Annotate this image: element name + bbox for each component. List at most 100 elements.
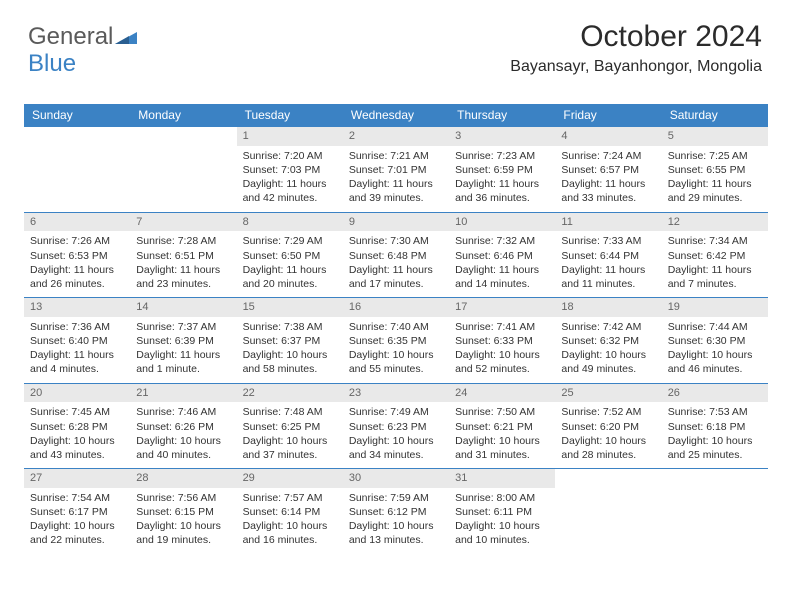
daylight-text: Daylight: 10 hours and 52 minutes. <box>455 348 549 376</box>
sunrise-text: Sunrise: 7:26 AM <box>30 234 124 248</box>
daylight-text: Daylight: 10 hours and 43 minutes. <box>30 434 124 462</box>
calendar-cell: 11 Sunrise: 7:33 AMSunset: 6:44 PMDayligh… <box>555 212 661 298</box>
calendar-cell: 3Sunrise: 7:23 AMSunset: 6:59 PMDaylight… <box>449 127 555 213</box>
daylight-text: Daylight: 11 hours and 1 minute. <box>136 348 230 376</box>
sunset-text: Sunset: 6:37 PM <box>243 334 337 348</box>
sunset-text: Sunset: 6:26 PM <box>136 420 230 434</box>
sunset-text: Sunset: 6:32 PM <box>561 334 655 348</box>
sunset-text: Sunset: 6:53 PM <box>30 249 124 263</box>
day-number: 7 <box>130 213 236 232</box>
daylight-text: Daylight: 11 hours and 33 minutes. <box>561 177 655 205</box>
calendar-cell: 21Sunrise: 7:46 AMSunset: 6:26 PMDayligh… <box>130 383 236 469</box>
sunset-text: Sunset: 6:35 PM <box>349 334 443 348</box>
day-number: 3 <box>449 127 555 146</box>
calendar-cell: 17Sunrise: 7:41 AMSunset: 6:33 PMDayligh… <box>449 298 555 384</box>
day-number: 1 <box>237 127 343 146</box>
sunrise-text: Sunrise: 7:49 AM <box>349 405 443 419</box>
day-number: 2 <box>343 127 449 146</box>
calendar-cell: 4 Sunrise: 7:24 AMSunset: 6:57 PMDaylight… <box>555 127 661 213</box>
sunrise-text: Sunrise: 7:28 AM <box>136 234 230 248</box>
sunset-text: Sunset: 6:14 PM <box>243 505 337 519</box>
calendar-cell: 22 Sunrise: 7:48 AMSunset: 6:25 PMDayligh… <box>237 383 343 469</box>
daylight-text: Daylight: 11 hours and 17 minutes. <box>349 263 443 291</box>
dayname-friday: Friday <box>555 104 661 127</box>
daylight-text: Daylight: 10 hours and 16 minutes. <box>243 519 337 547</box>
calendar-week: 20Sunrise: 7:45 AMSunset: 6:28 PMDayligh… <box>24 383 768 469</box>
sunset-text: Sunset: 7:01 PM <box>349 163 443 177</box>
day-number: 15 <box>237 298 343 317</box>
sunrise-text: Sunrise: 7:42 AM <box>561 320 655 334</box>
calendar-week: 1Sunrise: 7:20 AMSunset: 7:03 PMDaylight… <box>24 127 768 213</box>
calendar-cell: 10Sunrise: 7:32 AMSunset: 6:46 PMDayligh… <box>449 212 555 298</box>
calendar-cell: 29Sunrise: 7:57 AMSunset: 6:14 PMDayligh… <box>237 469 343 554</box>
daylight-text: Daylight: 11 hours and 20 minutes. <box>243 263 337 291</box>
sunset-text: Sunset: 6:42 PM <box>668 249 762 263</box>
daylight-text: Daylight: 11 hours and 36 minutes. <box>455 177 549 205</box>
daylight-text: Daylight: 11 hours and 11 minutes. <box>561 263 655 291</box>
sunrise-text: Sunrise: 7:56 AM <box>136 491 230 505</box>
sunset-text: Sunset: 6:18 PM <box>668 420 762 434</box>
daylight-text: Daylight: 10 hours and 10 minutes. <box>455 519 549 547</box>
sunrise-text: Sunrise: 7:48 AM <box>243 405 337 419</box>
daylight-text: Daylight: 11 hours and 4 minutes. <box>30 348 124 376</box>
calendar-cell: 15Sunrise: 7:38 AMSunset: 6:37 PMDayligh… <box>237 298 343 384</box>
calendar-cell: 2Sunrise: 7:21 AMSunset: 7:01 PMDaylight… <box>343 127 449 213</box>
calendar-cell: 31Sunrise: 8:00 AMSunset: 6:11 PMDayligh… <box>449 469 555 554</box>
daylight-text: Daylight: 10 hours and 22 minutes. <box>30 519 124 547</box>
day-number: 27 <box>24 469 130 488</box>
calendar-cell: 23Sunrise: 7:49 AMSunset: 6:23 PMDayligh… <box>343 383 449 469</box>
daylight-text: Daylight: 11 hours and 26 minutes. <box>30 263 124 291</box>
sunset-text: Sunset: 6:28 PM <box>30 420 124 434</box>
day-number: 26 <box>662 384 768 403</box>
calendar-cell: 24Sunrise: 7:50 AMSunset: 6:21 PMDayligh… <box>449 383 555 469</box>
brand-logo: General Blue <box>28 24 137 77</box>
sunset-text: Sunset: 6:48 PM <box>349 249 443 263</box>
sunrise-text: Sunrise: 7:32 AM <box>455 234 549 248</box>
calendar-cell: 6Sunrise: 7:26 AMSunset: 6:53 PMDaylight… <box>24 212 130 298</box>
day-number: 25 <box>555 384 661 403</box>
sunrise-text: Sunrise: 7:46 AM <box>136 405 230 419</box>
sunrise-text: Sunrise: 7:24 AM <box>561 149 655 163</box>
calendar-cell <box>24 127 130 213</box>
calendar-cell: 14Sunrise: 7:37 AMSunset: 6:39 PMDayligh… <box>130 298 236 384</box>
calendar-cell: 27Sunrise: 7:54 AMSunset: 6:17 PMDayligh… <box>24 469 130 554</box>
sunrise-text: Sunrise: 7:25 AM <box>668 149 762 163</box>
sunset-text: Sunset: 6:57 PM <box>561 163 655 177</box>
day-number: 11 <box>555 213 661 232</box>
day-number: 19 <box>662 298 768 317</box>
day-number: 20 <box>24 384 130 403</box>
day-number: 4 <box>555 127 661 146</box>
day-number: 30 <box>343 469 449 488</box>
logo-triangle-icon <box>115 24 137 50</box>
daylight-text: Daylight: 10 hours and 58 minutes. <box>243 348 337 376</box>
sunset-text: Sunset: 6:25 PM <box>243 420 337 434</box>
day-number: 24 <box>449 384 555 403</box>
daylight-text: Daylight: 11 hours and 42 minutes. <box>243 177 337 205</box>
sunset-text: Sunset: 6:59 PM <box>455 163 549 177</box>
daylight-text: Daylight: 10 hours and 28 minutes. <box>561 434 655 462</box>
daylight-text: Daylight: 10 hours and 37 minutes. <box>243 434 337 462</box>
sunrise-text: Sunrise: 7:59 AM <box>349 491 443 505</box>
sunset-text: Sunset: 6:17 PM <box>30 505 124 519</box>
daylight-text: Daylight: 10 hours and 55 minutes. <box>349 348 443 376</box>
sunrise-text: Sunrise: 7:33 AM <box>561 234 655 248</box>
sunset-text: Sunset: 6:44 PM <box>561 249 655 263</box>
calendar-cell: 30Sunrise: 7:59 AMSunset: 6:12 PMDayligh… <box>343 469 449 554</box>
sunset-text: Sunset: 6:55 PM <box>668 163 762 177</box>
calendar-week: 13Sunrise: 7:36 AMSunset: 6:40 PMDayligh… <box>24 298 768 384</box>
daylight-text: Daylight: 11 hours and 39 minutes. <box>349 177 443 205</box>
sunset-text: Sunset: 6:50 PM <box>243 249 337 263</box>
calendar-table: Sunday Monday Tuesday Wednesday Thursday… <box>24 104 768 554</box>
day-number: 10 <box>449 213 555 232</box>
day-number: 31 <box>449 469 555 488</box>
sunset-text: Sunset: 6:20 PM <box>561 420 655 434</box>
daylight-text: Daylight: 10 hours and 34 minutes. <box>349 434 443 462</box>
daylight-text: Daylight: 11 hours and 14 minutes. <box>455 263 549 291</box>
calendar-cell: 28Sunrise: 7:56 AMSunset: 6:15 PMDayligh… <box>130 469 236 554</box>
calendar-cell: 7Sunrise: 7:28 AMSunset: 6:51 PMDaylight… <box>130 212 236 298</box>
calendar-cell: 5Sunrise: 7:25 AMSunset: 6:55 PMDaylight… <box>662 127 768 213</box>
day-number: 22 <box>237 384 343 403</box>
sunrise-text: Sunrise: 7:57 AM <box>243 491 337 505</box>
sunrise-text: Sunrise: 7:36 AM <box>30 320 124 334</box>
header-right: October 2024 Bayansayr, Bayanhongor, Mon… <box>510 20 762 76</box>
